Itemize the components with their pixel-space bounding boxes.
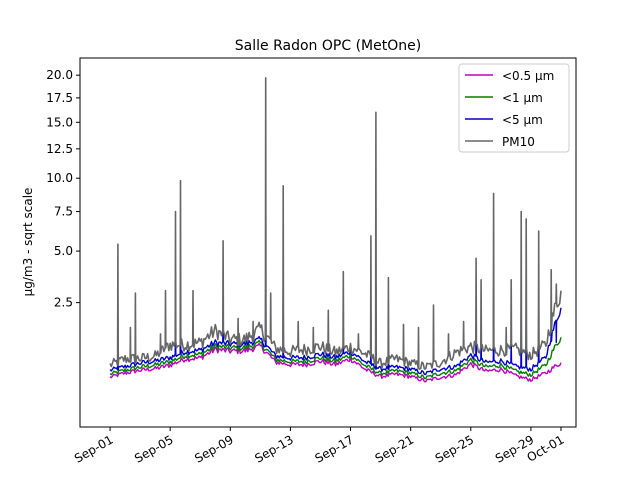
y-tick-label: 15.0 [46,115,73,129]
y-tick-label: 12.5 [46,142,73,156]
y-axis: 2.5 5.0 7.5 10.0 12.5 15.0 17.5 20.0 [46,68,80,310]
series-line-1 [109,337,562,380]
y-tick-label: 5.0 [54,244,73,258]
legend: <0.5 µm <1 µm <5 µm PM10 [458,63,570,153]
legend-entry-label: <1 µm [502,91,543,105]
legend-box [458,63,570,153]
y-axis-label: µg/m3 - sqrt scale [21,188,35,297]
y-tick-label: 10.0 [46,171,73,185]
y-tick-label: 2.5 [54,296,73,310]
legend-entry-label: <0.5 µm [502,69,554,83]
legend-entry-label: PM10 [502,135,535,149]
y-tick-label: 17.5 [46,91,73,105]
series-lines [109,77,562,383]
series-line-3 [109,77,562,370]
series-line-0 [109,342,562,383]
y-tick-label: 20.0 [46,68,73,82]
chart-title: Salle Radon OPC (MetOne) [235,38,421,54]
plot-frame [79,57,577,428]
y-tick-label: 7.5 [54,205,73,219]
legend-entry-label: <5 µm [502,113,543,127]
